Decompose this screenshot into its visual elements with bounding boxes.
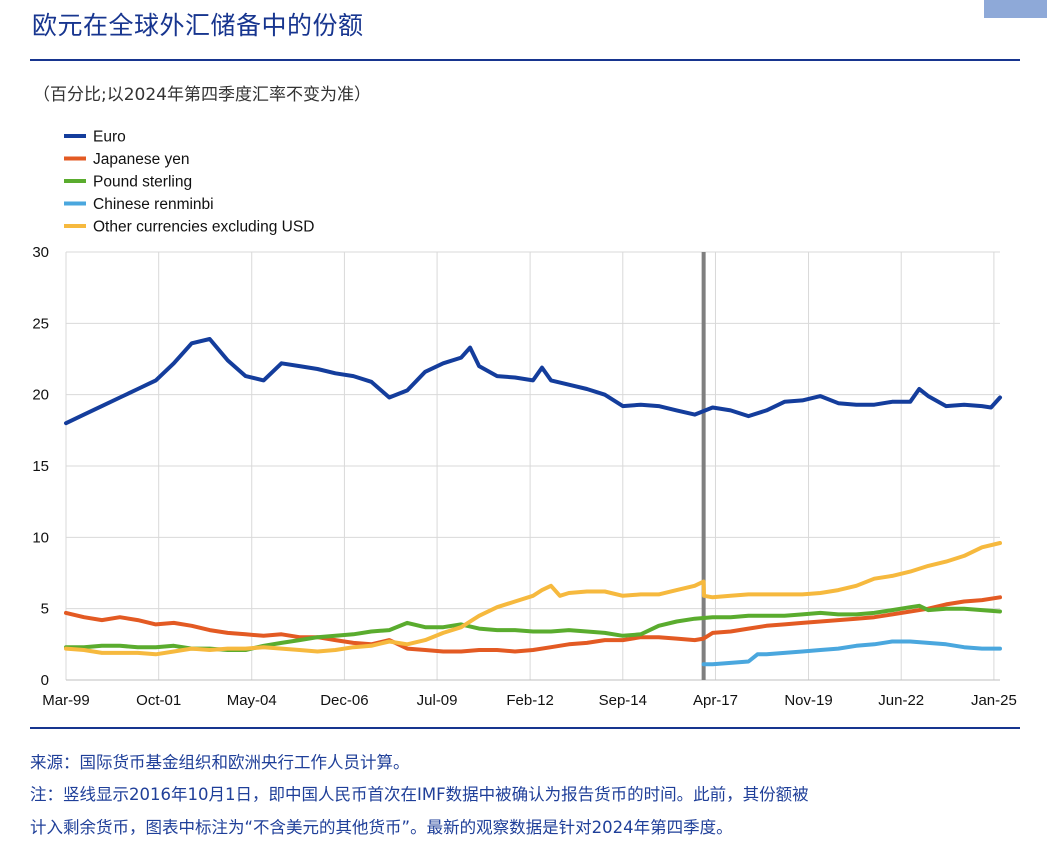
x-tick-label: Feb-12 [506,692,554,709]
y-tick-label: 5 [41,601,49,618]
note-line-1: 注：竖线显示2016年10月1日，即中国人民币首次在IMF数据中被确认为报告货币… [30,785,809,804]
y-tick-label: 30 [32,244,49,261]
legend-label: Pound sterling [93,174,192,191]
chart-subtitle: （百分比;以2024年第四季度汇率不变为准） [33,85,371,105]
x-tick-label: Jan-25 [971,692,1017,709]
y-tick-label: 15 [32,458,49,475]
y-tick-label: 25 [32,315,49,332]
x-tick-label: Oct-01 [136,692,181,709]
x-tick-label: Dec-06 [320,692,368,709]
x-tick-label: Sep-14 [599,692,647,709]
series-line-0 [64,337,1002,426]
x-tick-label: Jul-09 [417,692,458,709]
page-title: 欧元在全球外汇储备中的份额 [32,11,364,40]
legend-label: Japanese yen [93,151,190,168]
y-tick-label: 20 [32,387,49,404]
x-tick-label: May-04 [227,692,277,709]
note-line-2: 计入剩余货币，图表中标注为“不含美元的其他货币”。最新的观察数据是针对2024年… [30,818,733,837]
x-tick-label: Apr-17 [693,692,738,709]
x-tick-label: Mar-99 [42,692,90,709]
x-tick-label: Nov-19 [784,692,832,709]
chart-svg: 0 5 10 15 20 25 30 Mar-99 Oct-01 May-04 Dec-06 Jul-… [32,129,1017,710]
series-line-1 [64,595,1002,654]
title-rule [30,59,1020,61]
legend-label: Euro [93,129,126,146]
legend-label: Chinese renminbi [93,196,214,213]
footer-rule [30,727,1020,729]
series-line-4 [64,541,1002,657]
y-tick-label: 0 [41,672,49,689]
series-line-3 [701,639,1002,667]
x-tick-label: Jun-22 [878,692,924,709]
corner-tab[interactable] [984,0,1047,18]
y-tick-label: 10 [32,529,49,546]
legend-label: Other currencies excluding USD [93,219,314,236]
source-note: 来源：国际货币基金组织和欧洲央行工作人员计算。 [30,753,410,772]
